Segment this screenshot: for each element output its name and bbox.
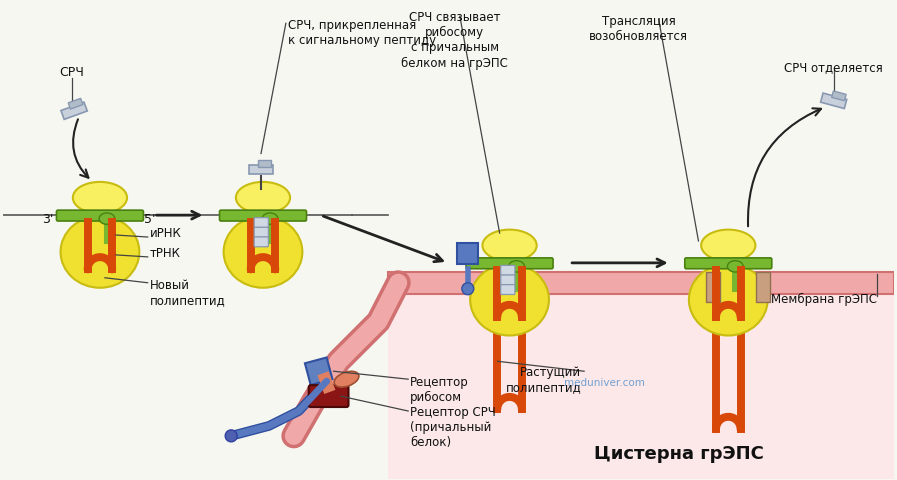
Ellipse shape xyxy=(223,216,302,288)
Text: Цистерна грЭПС: Цистерна грЭПС xyxy=(594,445,763,463)
FancyBboxPatch shape xyxy=(501,275,515,285)
Text: иРНК: иРНК xyxy=(150,227,181,240)
Text: СРЧ, прикрепленная
к сигнальному пептиду: СРЧ, прикрепленная к сигнальному пептиду xyxy=(288,19,436,48)
Bar xyxy=(388,294,894,479)
Ellipse shape xyxy=(483,229,536,261)
FancyBboxPatch shape xyxy=(254,227,268,237)
Ellipse shape xyxy=(262,213,278,224)
Bar xyxy=(832,91,846,101)
Text: 3': 3' xyxy=(42,213,54,226)
Text: Рецептор СРЧ
(причальный
белок): Рецептор СРЧ (причальный белок) xyxy=(410,406,496,449)
Text: СРЧ отделяется: СРЧ отделяется xyxy=(784,61,883,74)
FancyBboxPatch shape xyxy=(254,217,268,228)
Text: meduniver.com: meduniver.com xyxy=(564,378,645,388)
FancyBboxPatch shape xyxy=(501,265,515,275)
Ellipse shape xyxy=(236,182,290,214)
Text: Рецептор
рибосом: Рецептор рибосом xyxy=(410,376,469,404)
FancyBboxPatch shape xyxy=(309,385,349,407)
Circle shape xyxy=(225,430,237,442)
Circle shape xyxy=(462,283,474,295)
Text: СРЧ связывает
рибосому
с причальным
белком на грЭПС: СРЧ связывает рибосому с причальным белк… xyxy=(402,12,509,70)
Bar xyxy=(707,272,720,301)
Ellipse shape xyxy=(701,229,755,261)
Bar xyxy=(258,160,272,167)
Bar xyxy=(821,93,847,108)
FancyBboxPatch shape xyxy=(501,285,515,295)
FancyBboxPatch shape xyxy=(220,210,307,221)
Ellipse shape xyxy=(335,372,359,387)
Text: 5': 5' xyxy=(144,213,155,226)
Text: Новый
полипептид: Новый полипептид xyxy=(150,279,225,307)
Ellipse shape xyxy=(509,261,525,272)
Ellipse shape xyxy=(470,264,549,336)
Text: Растущий
полипептид: Растущий полипептид xyxy=(505,366,581,394)
Bar xyxy=(68,98,83,109)
Bar xyxy=(61,102,87,120)
Text: Трансляция
возобновляется: Трансляция возобновляется xyxy=(589,15,688,43)
Bar xyxy=(388,272,894,294)
Ellipse shape xyxy=(61,216,139,288)
Bar xyxy=(248,165,274,174)
Ellipse shape xyxy=(689,264,768,336)
FancyBboxPatch shape xyxy=(57,210,144,221)
Ellipse shape xyxy=(73,182,127,214)
Text: Мембрана грЭПС: Мембрана грЭПС xyxy=(771,293,877,306)
Bar xyxy=(318,371,335,394)
FancyBboxPatch shape xyxy=(254,237,268,247)
FancyBboxPatch shape xyxy=(684,258,771,269)
Ellipse shape xyxy=(99,213,115,224)
Text: тРНК: тРНК xyxy=(150,247,180,260)
Ellipse shape xyxy=(727,261,743,272)
Text: СРЧ: СРЧ xyxy=(60,66,84,80)
FancyBboxPatch shape xyxy=(466,258,553,269)
Bar xyxy=(756,272,770,301)
